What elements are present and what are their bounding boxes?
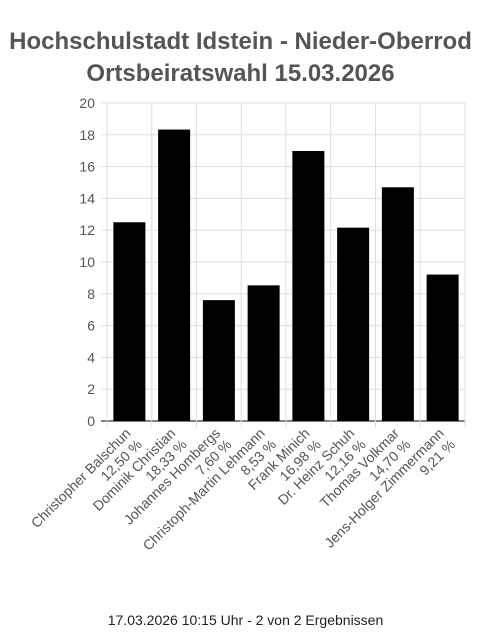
bars xyxy=(113,129,459,422)
bar xyxy=(202,300,235,421)
y-tick-label: 8 xyxy=(87,286,95,302)
y-tick-label: 4 xyxy=(87,349,95,365)
y-tick-label: 10 xyxy=(79,254,95,270)
y-tick-label: 14 xyxy=(79,190,95,206)
bar xyxy=(158,129,191,422)
bar xyxy=(292,151,325,421)
bar xyxy=(381,187,414,421)
chart-title-line-1: Hochschulstadt Idstein - Nieder-Oberrod xyxy=(9,28,472,55)
y-tick-label: 18 xyxy=(79,127,95,143)
y-tick-label: 12 xyxy=(79,222,95,238)
footer-timestamp: 17.03.2026 10:15 Uhr - 2 von 2 Ergebniss… xyxy=(107,612,384,628)
y-tick-labels: 0 2 4 6 8 10 12 14 16 18 20 xyxy=(79,95,95,429)
bar xyxy=(426,274,459,421)
bar xyxy=(337,227,370,421)
y-tick-label: 20 xyxy=(79,95,95,111)
y-tick-label: 0 xyxy=(87,413,95,429)
y-tick-label: 16 xyxy=(79,159,95,175)
y-tick-label: 2 xyxy=(87,381,95,397)
bar xyxy=(113,222,146,421)
bar xyxy=(247,285,280,421)
y-tick-label: 6 xyxy=(87,318,95,334)
chart-title-line-2: Ortsbeiratswahl 15.03.2026 xyxy=(86,60,395,87)
